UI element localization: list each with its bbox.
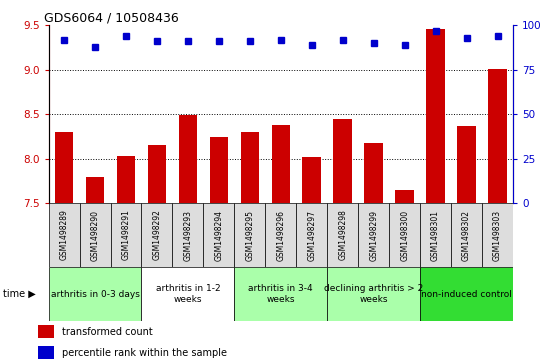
Bar: [451, 203, 482, 267]
Text: GSM1498291: GSM1498291: [122, 209, 131, 261]
Bar: [426, 29, 445, 203]
Text: GSM1498290: GSM1498290: [91, 209, 99, 261]
Bar: [327, 203, 358, 267]
Bar: [482, 203, 513, 267]
Text: GSM1498300: GSM1498300: [400, 209, 409, 261]
Bar: [49, 267, 141, 321]
Bar: [302, 157, 321, 203]
Text: GSM1498297: GSM1498297: [307, 209, 316, 261]
Bar: [488, 69, 507, 203]
Bar: [240, 132, 259, 203]
Text: GSM1498295: GSM1498295: [245, 209, 254, 261]
Bar: [204, 203, 234, 267]
Text: GSM1498302: GSM1498302: [462, 209, 471, 261]
Text: GSM1498294: GSM1498294: [214, 209, 224, 261]
Bar: [172, 203, 204, 267]
Bar: [457, 126, 476, 203]
Bar: [358, 203, 389, 267]
Bar: [147, 146, 166, 203]
Text: percentile rank within the sample: percentile rank within the sample: [62, 347, 227, 358]
Bar: [420, 267, 513, 321]
Bar: [296, 203, 327, 267]
Text: GSM1498296: GSM1498296: [276, 209, 285, 261]
Text: GSM1498301: GSM1498301: [431, 209, 440, 261]
Bar: [179, 115, 197, 203]
Bar: [265, 203, 296, 267]
Bar: [333, 119, 352, 203]
Bar: [364, 143, 383, 203]
Text: GDS6064 / 10508436: GDS6064 / 10508436: [44, 11, 179, 24]
Text: arthritis in 3-4
weeks: arthritis in 3-4 weeks: [248, 284, 313, 304]
Bar: [272, 125, 290, 203]
Bar: [141, 267, 234, 321]
Bar: [55, 132, 73, 203]
Bar: [38, 346, 55, 359]
Bar: [234, 267, 327, 321]
Bar: [210, 138, 228, 203]
Bar: [141, 203, 172, 267]
Text: GSM1498298: GSM1498298: [338, 209, 347, 261]
Text: GSM1498299: GSM1498299: [369, 209, 378, 261]
Bar: [389, 203, 420, 267]
Bar: [38, 325, 55, 338]
Text: declining arthritis > 2
weeks: declining arthritis > 2 weeks: [324, 284, 423, 304]
Bar: [117, 156, 136, 203]
Text: GSM1498292: GSM1498292: [152, 209, 161, 261]
Bar: [395, 190, 414, 203]
Bar: [49, 203, 79, 267]
Bar: [79, 203, 111, 267]
Bar: [327, 267, 420, 321]
Bar: [234, 203, 265, 267]
Text: time ▶: time ▶: [3, 289, 36, 299]
Text: GSM1498293: GSM1498293: [184, 209, 192, 261]
Text: GSM1498289: GSM1498289: [59, 209, 69, 261]
Text: arthritis in 0-3 days: arthritis in 0-3 days: [51, 290, 139, 298]
Text: transformed count: transformed count: [62, 327, 152, 337]
Text: arthritis in 1-2
weeks: arthritis in 1-2 weeks: [156, 284, 220, 304]
Bar: [420, 203, 451, 267]
Bar: [86, 176, 104, 203]
Text: GSM1498303: GSM1498303: [493, 209, 502, 261]
Bar: [111, 203, 141, 267]
Text: non-induced control: non-induced control: [421, 290, 512, 298]
